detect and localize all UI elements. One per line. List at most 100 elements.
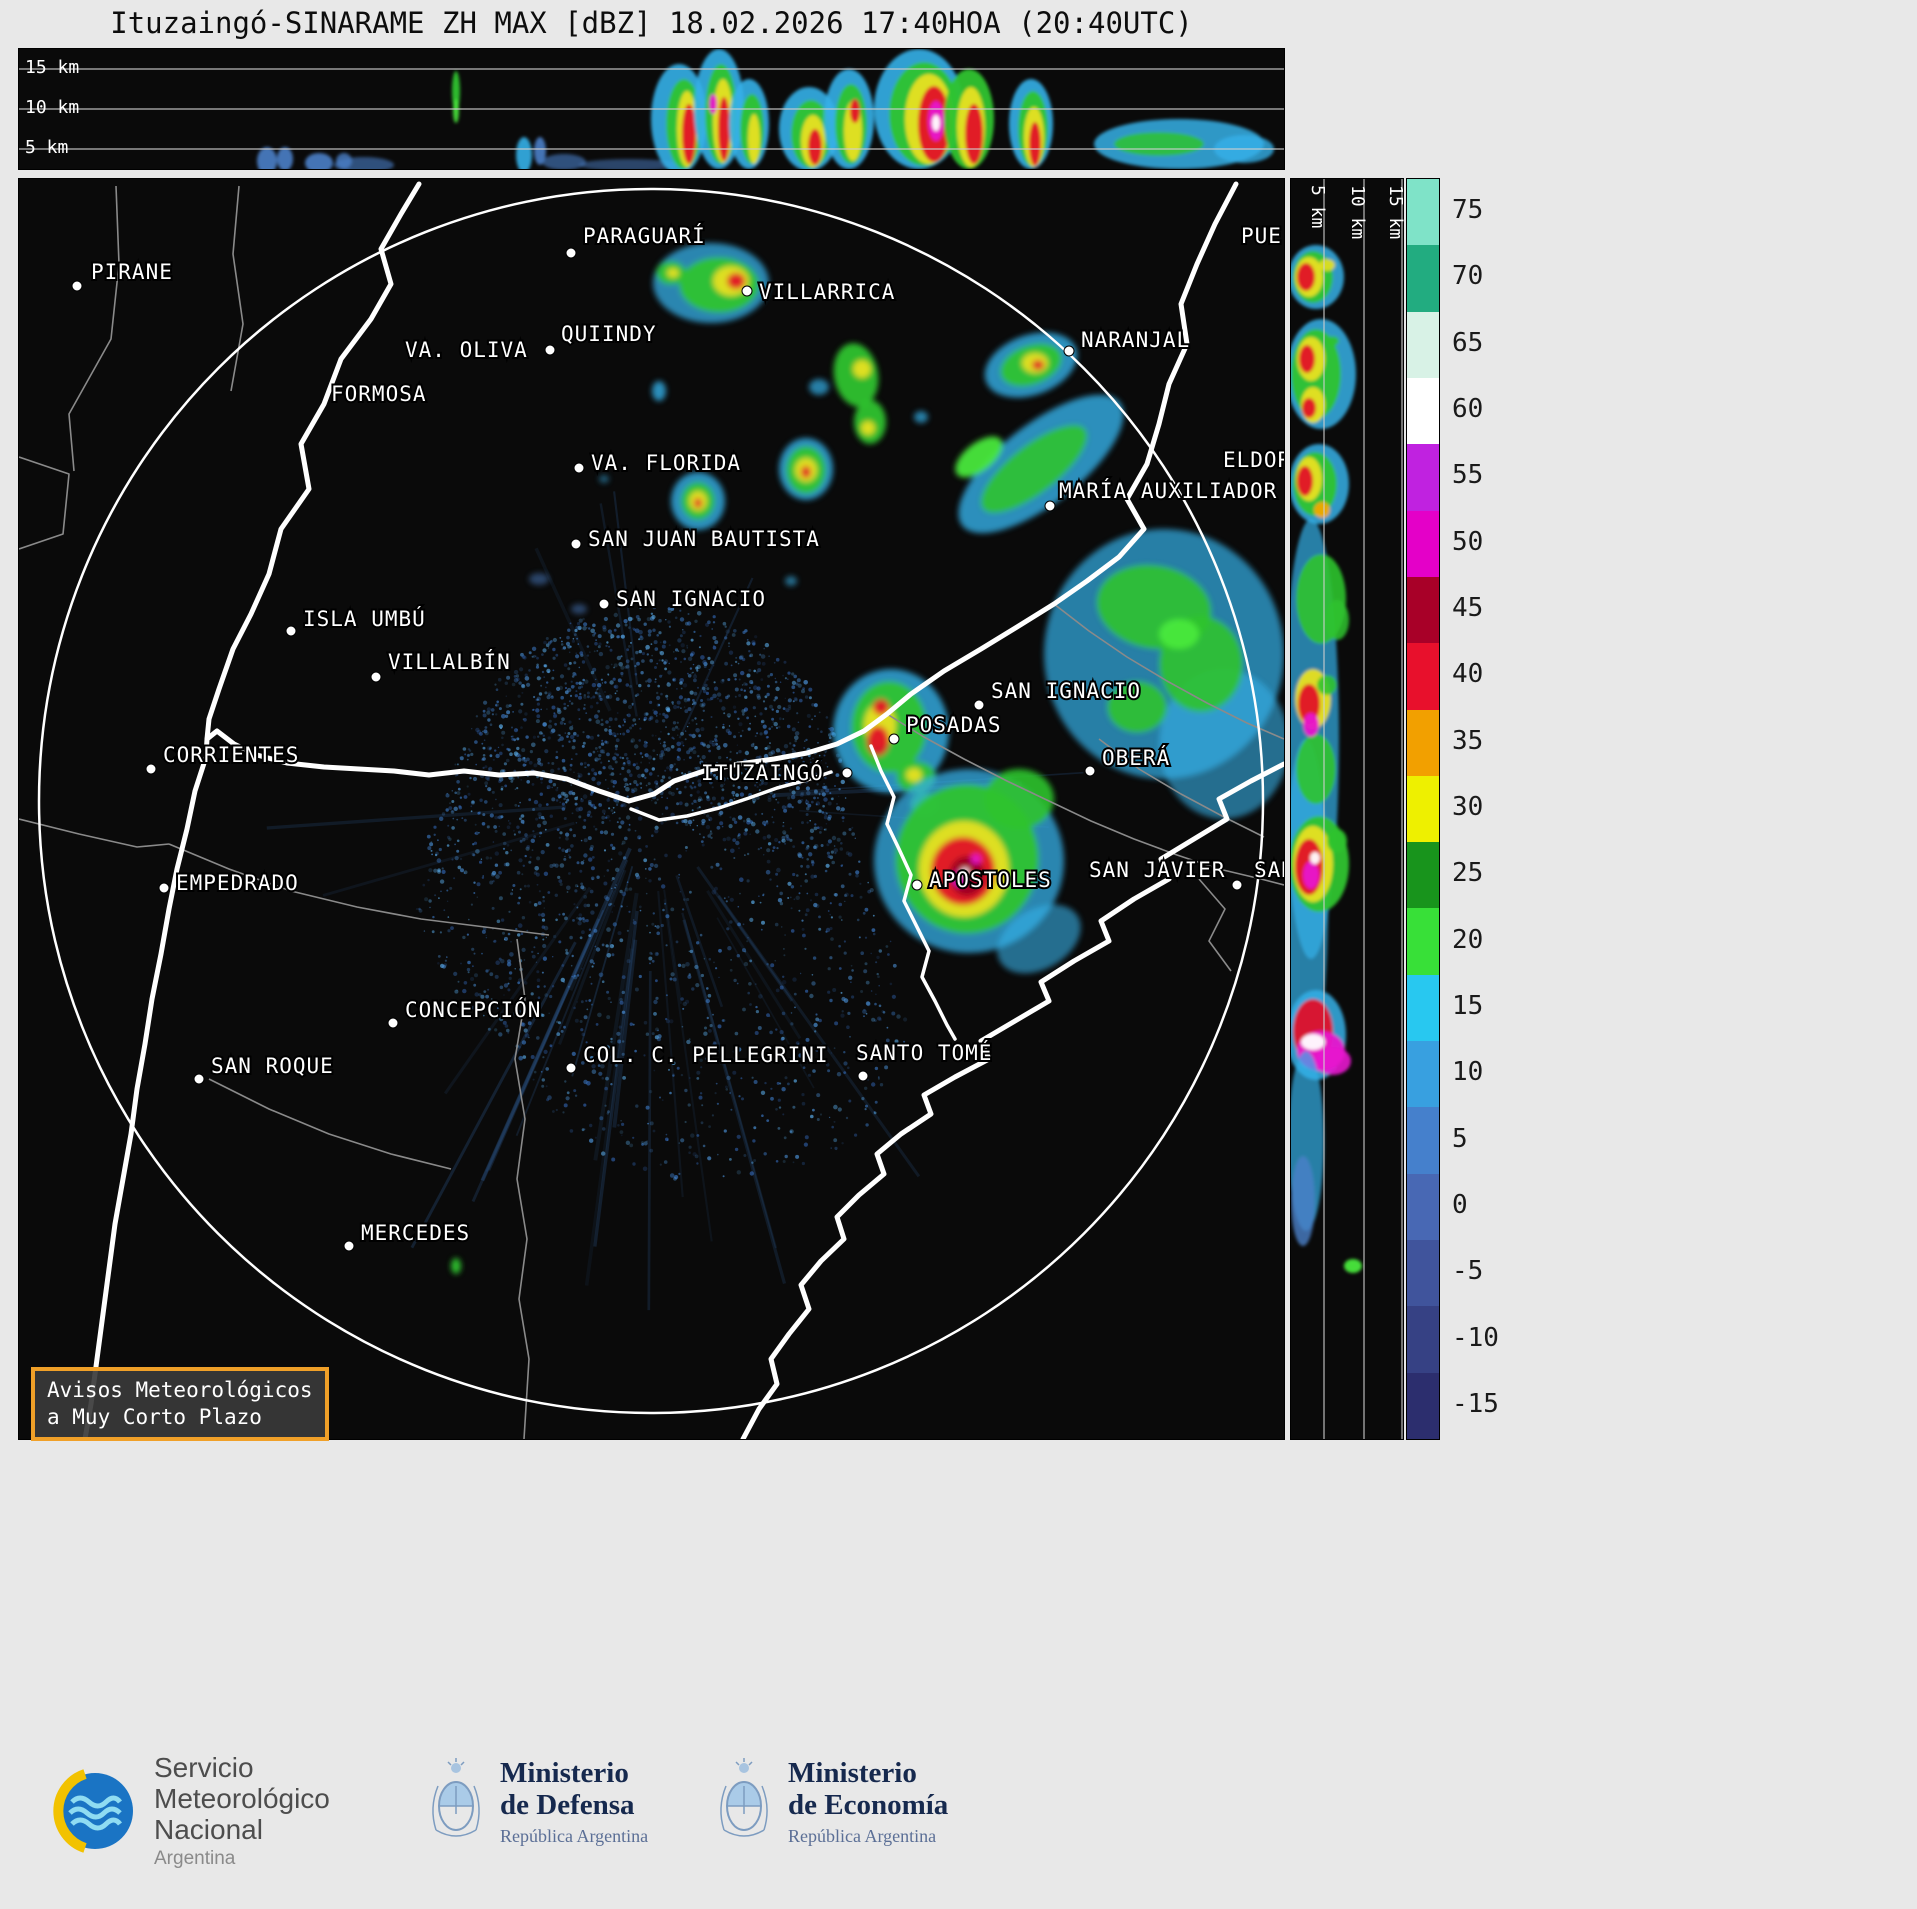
clutter-dot (567, 985, 570, 988)
clutter-dot (587, 836, 592, 841)
clutter-dot (561, 848, 565, 852)
clutter-dot (601, 809, 606, 814)
clutter-dot (565, 948, 568, 952)
clutter-dot (635, 762, 639, 765)
clutter-dot (574, 884, 579, 888)
clutter-dot (598, 745, 602, 749)
clutter-dot (602, 625, 607, 630)
clutter-dot (473, 892, 476, 894)
clutter-dot (820, 730, 823, 733)
city-label: SANTO TOMÉ (856, 1040, 992, 1065)
clutter-dot (795, 1154, 800, 1159)
clutter-dot (554, 893, 558, 897)
clutter-dot (759, 732, 763, 736)
clutter-dot (501, 743, 504, 747)
clutter-dot (688, 722, 691, 724)
clutter-dot (573, 1006, 576, 1010)
clutter-dot (739, 792, 745, 797)
clutter-dot (692, 663, 695, 666)
clutter-dot (701, 755, 706, 760)
radar-echo (873, 699, 889, 715)
clutter-dot (454, 774, 457, 777)
clutter-dot (577, 643, 580, 645)
clutter-dot (738, 722, 743, 727)
clutter-dot (671, 736, 674, 739)
clutter-dot (663, 748, 667, 751)
clutter-dot (668, 625, 672, 628)
clutter-dot (537, 757, 542, 762)
clutter-dot (501, 730, 506, 735)
clutter-dot (599, 749, 604, 754)
clutter-dot (645, 784, 648, 787)
clutter-dot (658, 703, 661, 707)
clutter-dot (451, 826, 455, 830)
clutter-dot (513, 833, 516, 836)
clutter-dot (583, 903, 588, 908)
clutter-dot (804, 695, 809, 699)
clutter-dot (669, 1091, 672, 1095)
clutter-dot (732, 784, 735, 787)
radar-echo (571, 604, 587, 614)
clutter-dot (701, 1104, 704, 1107)
clutter-dot (561, 758, 566, 763)
clutter-dot (692, 1152, 697, 1157)
clutter-dot (594, 757, 599, 762)
clutter-dot (659, 755, 664, 760)
clutter-dot (682, 629, 684, 631)
clutter-dot (446, 792, 448, 795)
clutter-dot (585, 1041, 588, 1044)
clutter-dot (577, 921, 582, 926)
clutter-dot (526, 780, 530, 784)
clutter-dot (741, 1097, 744, 1101)
clutter-dot (599, 830, 604, 835)
clutter-dot (655, 735, 657, 737)
clutter-dot (438, 847, 442, 852)
clutter-dot (660, 923, 664, 928)
clutter-dot (765, 746, 769, 750)
clutter-dot (729, 816, 732, 819)
clutter-dot (580, 967, 583, 970)
clutter-dot (429, 842, 434, 847)
clutter-dot (580, 685, 584, 689)
clutter-dot (818, 792, 821, 795)
city-dot (1044, 500, 1056, 512)
clutter-dot (728, 725, 731, 727)
clutter-dot (839, 810, 842, 812)
clutter-dot (722, 621, 727, 626)
clutter-dot (782, 707, 786, 710)
clutter-dot (775, 1108, 778, 1111)
clutter-dot (573, 771, 575, 774)
clutter-dot (698, 806, 701, 809)
clutter-dot (746, 639, 749, 641)
city-label: NARANJAL (1081, 328, 1190, 352)
clutter-streak (558, 869, 627, 1045)
clutter-dot (662, 744, 667, 748)
clutter-dot (645, 644, 650, 650)
clutter-dot (537, 901, 542, 905)
clutter-dot (640, 761, 643, 764)
clutter-dot (563, 706, 567, 710)
clutter-dot (556, 828, 560, 832)
clutter-dot (698, 646, 701, 649)
clutter-dot (630, 740, 633, 743)
clutter-dot (559, 721, 564, 725)
clutter-dot (813, 763, 817, 767)
clutter-dot (773, 661, 776, 664)
clutter-dot (546, 708, 548, 710)
clutter-dot (571, 639, 576, 643)
clutter-dot (729, 920, 733, 924)
clutter-dot (828, 1116, 831, 1119)
clutter-dot (534, 655, 537, 658)
clutter-dot (702, 1144, 706, 1148)
clutter-dot (658, 712, 662, 716)
clutter-dot (485, 775, 490, 780)
clutter-dot (603, 830, 609, 835)
clutter-dot (766, 692, 770, 697)
clutter-dot (623, 785, 626, 788)
clutter-dot (486, 825, 490, 829)
clutter-dot (573, 974, 576, 978)
clutter-dot (733, 857, 736, 859)
clutter-dot (664, 667, 667, 671)
clutter-dot (620, 820, 625, 825)
clutter-dot (576, 974, 580, 977)
